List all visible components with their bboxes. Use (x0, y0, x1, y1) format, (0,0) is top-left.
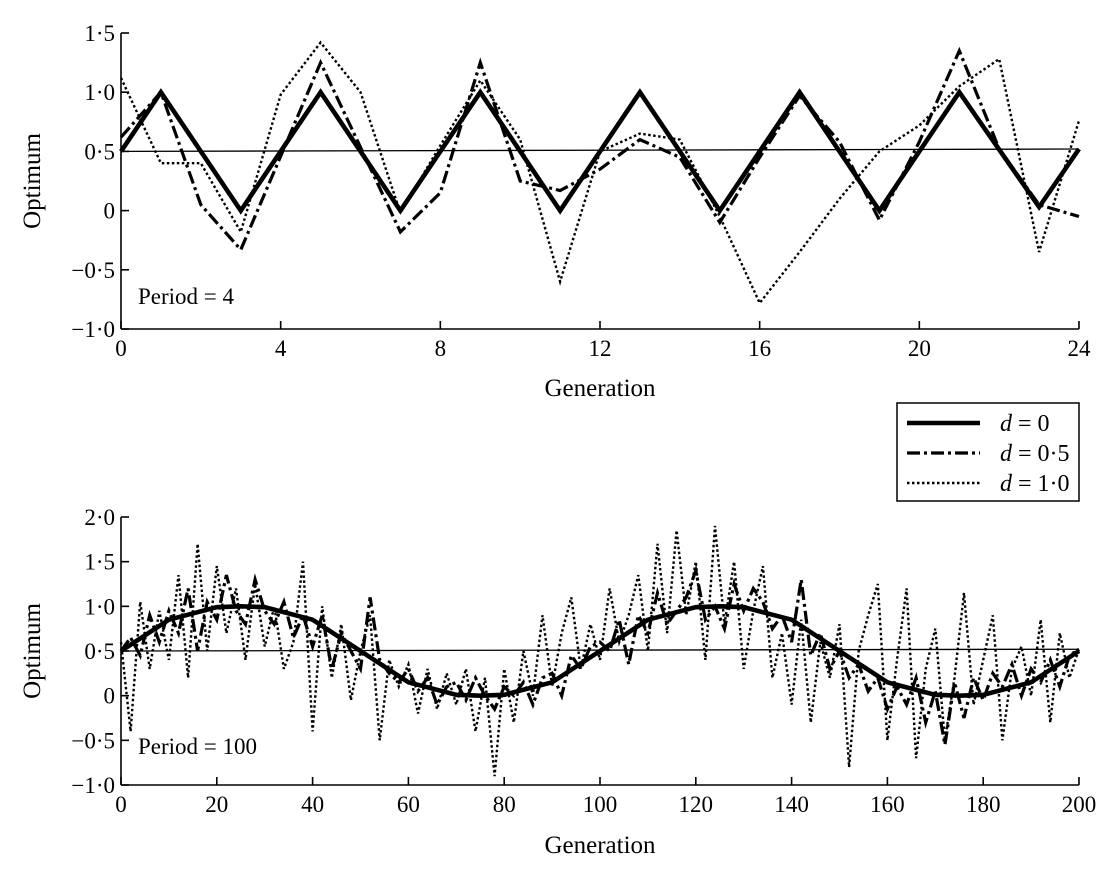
x-tick-label: 8 (435, 336, 447, 361)
x-tick-label: 0 (115, 336, 127, 361)
series-line-dotted (119, 525, 1081, 777)
x-axis-title: Generation (544, 375, 656, 402)
y-tick-label: −0·5 (71, 728, 115, 753)
y-tick-label: 2·0 (84, 505, 115, 530)
panel-2: 2·01·51·00·50−0·5−1·00 20 40 60 80 100 120 140 1… (19, 505, 1096, 859)
x-tick-label: 120 (679, 792, 714, 817)
x-tick-label: 180 (966, 792, 1001, 817)
x-tick-label: 16 (748, 336, 771, 361)
x-tick-label: 140 (774, 792, 809, 817)
legend-label: d = 1·0 (1000, 471, 1070, 497)
y-tick-label: 0·5 (84, 139, 115, 164)
x-tick-label: 24 (1068, 336, 1092, 361)
x-tick-label: 40 (301, 792, 324, 817)
legend-value: = 0·5 (1012, 441, 1070, 467)
y-axis-title: Optimum (19, 603, 46, 699)
period-annotation: Period = 100 (138, 734, 257, 759)
x-tick-label: 0 (115, 792, 127, 817)
x-tick-label: 4 (275, 336, 287, 361)
y-tick-label: 0 (104, 199, 116, 224)
series-line-solid (119, 88, 1081, 215)
x-tick-label: 80 (493, 792, 516, 817)
legend-var: d (1000, 441, 1013, 467)
x-tick-label: 100 (583, 792, 618, 817)
y-tick-label: 0·5 (84, 639, 115, 664)
legend-label: d = 0·5 (1000, 441, 1070, 467)
legend-label: d = 0 (1000, 411, 1050, 437)
legend: d = 0d = 0·5d = 1·0 (896, 402, 1080, 502)
series-line-dashdot (119, 46, 1080, 253)
x-axis-title: Generation (544, 832, 656, 859)
x-tick-label: 12 (589, 336, 612, 361)
legend-value: = 0 (1012, 411, 1050, 437)
legend-var: d (1000, 411, 1013, 437)
x-tick-label: 200 (1062, 792, 1097, 817)
y-tick-label: −1·0 (71, 773, 115, 798)
legend-value: = 1·0 (1012, 471, 1070, 497)
y-tick-label: 0 (104, 684, 116, 709)
legend-box (896, 402, 1080, 502)
y-tick-label: 1·0 (84, 80, 115, 105)
x-tick-label: 160 (870, 792, 905, 817)
x-tick-label: 20 (908, 336, 931, 361)
y-tick-label: −0·5 (71, 258, 115, 283)
y-tick-label: 1·5 (84, 21, 115, 46)
x-tick-label: 20 (205, 792, 228, 817)
series-line-dotted (119, 40, 1081, 306)
y-tick-label: −1·0 (71, 317, 115, 342)
panel-1: 1·51·00·50−0·5−1·00 4 8 12 16 20 24GenerationO… (19, 21, 1091, 402)
y-tick-label: 1·0 (84, 594, 115, 619)
legend-var: d (1000, 471, 1013, 497)
y-tick-label: 1·5 (84, 550, 115, 575)
y-axis-title: Optimum (19, 133, 46, 229)
period-annotation: Period = 4 (138, 284, 235, 309)
series-line-solid (119, 603, 1081, 699)
x-tick-label: 60 (397, 792, 420, 817)
